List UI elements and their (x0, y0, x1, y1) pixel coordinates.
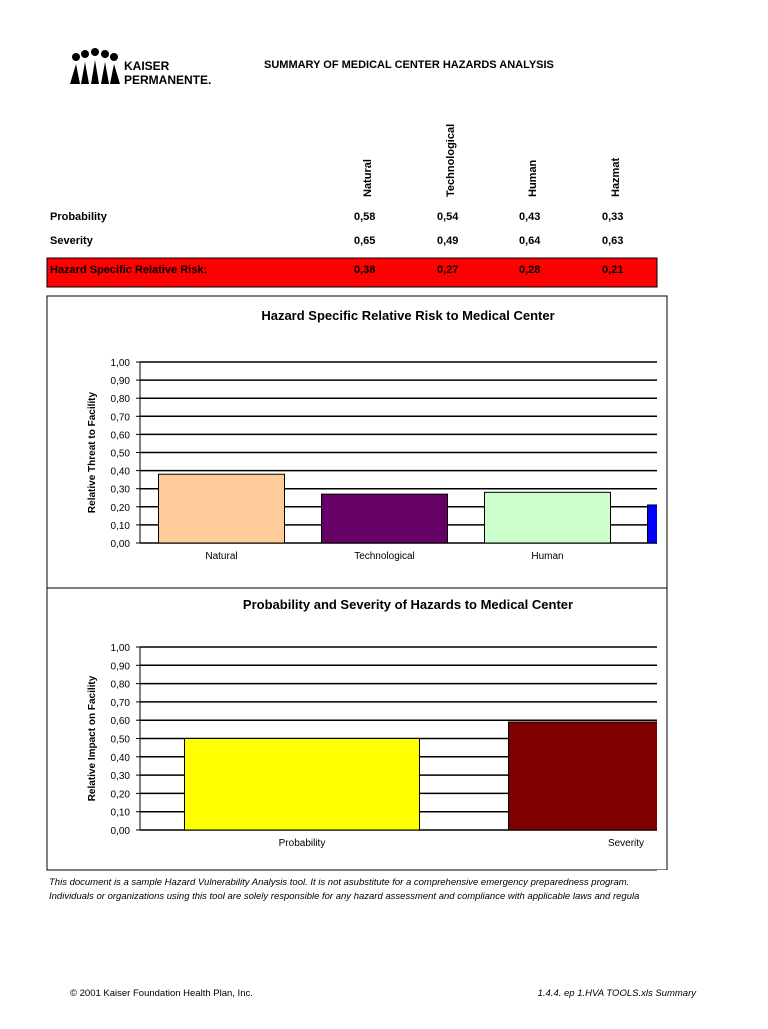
x-tick-label: Severity (608, 838, 644, 849)
bar (509, 722, 744, 830)
column-header: Natural (362, 159, 374, 197)
cell: 0,64 (519, 235, 541, 247)
charts: Hazard Specific Relative Risk to Medical… (87, 308, 768, 849)
y-tick-label: 0,60 (111, 716, 131, 727)
y-tick-label: 0,90 (111, 661, 131, 672)
bar (185, 739, 420, 831)
company-name: KAISER (124, 59, 170, 73)
column-header: Human (527, 159, 539, 197)
y-tick-label: 0,50 (111, 449, 131, 460)
x-tick-label: Human (531, 551, 563, 562)
row-label: Hazard Specific Relative Risk: (50, 264, 207, 276)
y-tick-label: 0,70 (111, 412, 131, 423)
y-tick-label: 0,90 (111, 376, 131, 387)
cell: 0,33 (602, 211, 623, 223)
row-label: Severity (50, 235, 94, 247)
bar (322, 494, 448, 543)
chart-title: Hazard Specific Relative Risk to Medical… (261, 308, 554, 323)
cell: 0,49 (437, 235, 458, 247)
disclaimer: Individuals or organizations using this … (49, 891, 639, 902)
row-label: Probability (50, 211, 108, 223)
bar (159, 474, 285, 543)
y-tick-label: 0,10 (111, 521, 131, 532)
column-header: Hazmat (610, 158, 622, 197)
cell: 0,38 (354, 264, 375, 276)
y-tick-label: 0,70 (111, 698, 131, 709)
cell: 0,65 (354, 235, 375, 247)
x-tick-label: Natural (205, 551, 237, 562)
page-title: SUMMARY OF MEDICAL CENTER HAZARDS ANALYS… (264, 59, 554, 71)
cell: 0,28 (519, 264, 540, 276)
company-name: PERMANENTE. (124, 73, 211, 87)
y-tick-label: 0,20 (111, 789, 131, 800)
y-axis-label: Relative Impact on Facility (87, 675, 98, 801)
x-tick-label: Probability (279, 838, 326, 849)
cell: 0,21 (602, 264, 623, 276)
bar (485, 492, 611, 543)
chart-title: Probability and Severity of Hazards to M… (243, 597, 573, 612)
page-edge (657, 870, 768, 910)
y-tick-label: 0,10 (111, 808, 131, 819)
y-tick-label: 0,30 (111, 771, 131, 782)
y-tick-label: 0,20 (111, 503, 131, 514)
cell: 0,27 (437, 264, 458, 276)
y-tick-label: 0,00 (111, 826, 131, 837)
column-header: Technological (445, 124, 457, 197)
disclaimer: This document is a sample Hazard Vulnera… (49, 877, 629, 888)
y-tick-label: 0,30 (111, 485, 131, 496)
y-tick-label: 0,40 (111, 467, 131, 478)
x-tick-label: Technological (354, 551, 415, 562)
cell: 0,54 (437, 211, 459, 223)
y-axis-label: Relative Threat to Facility (87, 391, 98, 513)
y-tick-label: 0,50 (111, 735, 131, 746)
y-tick-label: 1,00 (111, 358, 131, 369)
logo (70, 48, 120, 84)
y-tick-label: 1,00 (111, 643, 131, 654)
y-tick-label: 0,80 (111, 394, 131, 405)
y-tick-label: 0,00 (111, 539, 131, 550)
summary-table: Natural Technological Human Hazmat Probabili… (50, 124, 623, 276)
copyright: © 2001 Kaiser Foundation Health Plan, In… (70, 988, 253, 999)
cell: 0,43 (519, 211, 540, 223)
y-tick-label: 0,40 (111, 753, 131, 764)
file-name: 1.4.4. ep 1.HVA TOOLS.xls Summary (538, 988, 698, 999)
y-tick-label: 0,80 (111, 680, 131, 691)
bar (648, 505, 768, 543)
cell: 0,58 (354, 211, 375, 223)
y-tick-label: 0,60 (111, 430, 131, 441)
cell: 0,63 (602, 235, 623, 247)
